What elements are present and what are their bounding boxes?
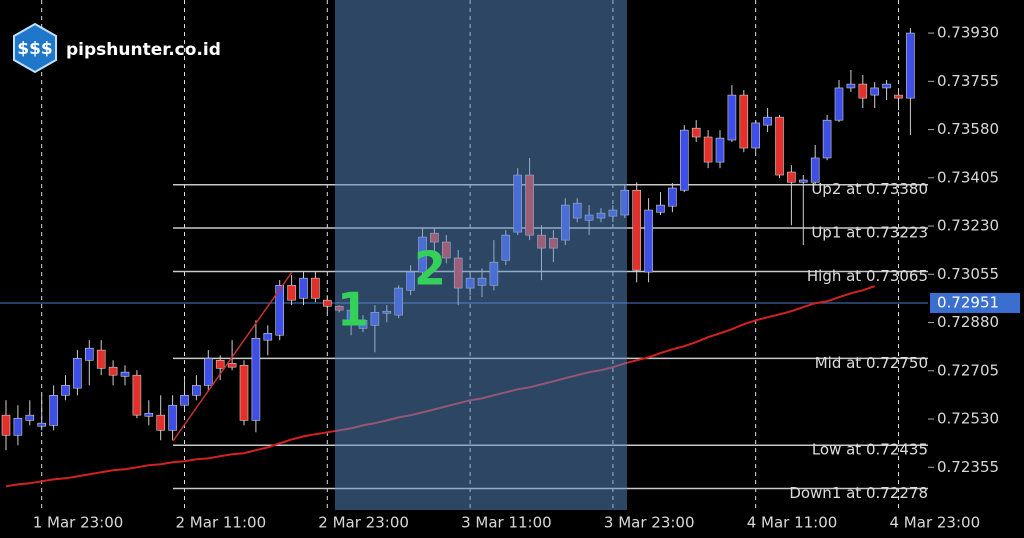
current-price-box xyxy=(930,292,1020,313)
candle-body xyxy=(644,209,653,273)
level-label: Up1 at 0.73223 xyxy=(811,223,928,241)
x-tick-label: 3 Mar 11:00 xyxy=(461,514,552,532)
y-tick-label: 0.73755 xyxy=(937,72,999,90)
level-label: Mid at 0.72750 xyxy=(815,354,928,372)
candle-body xyxy=(227,363,237,368)
x-tick-label: 2 Mar 23:00 xyxy=(318,514,409,532)
candle-body xyxy=(263,332,273,341)
candle-body xyxy=(703,136,713,163)
brand-name: pipshunter.co.id xyxy=(66,40,221,60)
y-tick-label: 0.72880 xyxy=(937,313,999,331)
candle-body xyxy=(239,364,249,421)
candle-body xyxy=(311,277,320,299)
y-tick-label: 0.73405 xyxy=(937,168,999,186)
x-tick-label: 4 Mar 11:00 xyxy=(747,514,838,532)
candle-body xyxy=(85,347,94,361)
level-label: Down1 at 0.72278 xyxy=(789,484,928,502)
candle-body xyxy=(882,83,891,89)
candle-body xyxy=(73,358,82,389)
candle-body xyxy=(108,366,118,376)
candle-body xyxy=(299,277,308,299)
y-tick-label: 0.73055 xyxy=(937,265,999,283)
y-tick-label: 0.73930 xyxy=(937,24,999,42)
candle-body xyxy=(846,83,856,89)
candle-body xyxy=(37,422,47,427)
current-price-label: 0.72951 xyxy=(937,293,999,311)
candle-body xyxy=(180,395,189,406)
candle-body xyxy=(25,414,35,421)
candle-body xyxy=(787,171,796,183)
candle-body xyxy=(1,414,11,436)
candle-body xyxy=(668,187,677,207)
candle-body xyxy=(192,385,201,396)
level-label: Up2 at 0.73380 xyxy=(811,180,928,198)
candle-body xyxy=(251,337,261,421)
candle-body xyxy=(632,189,642,271)
candle-body xyxy=(894,94,903,99)
logo-icon xyxy=(13,22,57,74)
candle-body xyxy=(739,94,749,149)
annotation: 2 xyxy=(414,242,446,296)
candle-body xyxy=(858,83,868,99)
plot-front: 0.73930 0.73755 0.73580 0.73405 0.73230 0.730… xyxy=(33,24,1020,532)
x-tick-label: 4 Mar 23:00 xyxy=(890,514,981,532)
candle-body xyxy=(798,179,808,183)
x-tick-label: 3 Mar 23:00 xyxy=(604,514,695,532)
x-tick-label: 2 Mar 11:00 xyxy=(176,514,267,532)
candle-body xyxy=(215,360,225,369)
trend-line xyxy=(172,271,293,442)
candle-body xyxy=(132,374,142,416)
x-tick-label: 1 Mar 23:00 xyxy=(33,514,124,532)
y-tick-label: 0.72530 xyxy=(937,410,999,428)
logo-glyph: $$$ xyxy=(17,39,53,59)
candle-body xyxy=(275,285,285,336)
y-tick-label: 0.73230 xyxy=(937,217,999,235)
y-tick-label: 0.73580 xyxy=(937,120,999,138)
level-label: High at 0.73065 xyxy=(807,267,928,285)
candle-body xyxy=(144,412,154,417)
y-tick-label: 0.72355 xyxy=(937,458,999,476)
candle-body xyxy=(691,127,701,138)
candle-body xyxy=(906,32,915,99)
candle-body xyxy=(834,87,844,121)
candle-body xyxy=(287,285,296,301)
candle-body xyxy=(656,204,665,213)
candle-body xyxy=(763,116,772,126)
candle-body xyxy=(775,116,784,176)
session-highlight xyxy=(335,0,627,510)
candle-body xyxy=(156,414,165,431)
candle-body xyxy=(61,385,70,396)
y-tick-label: 0.72705 xyxy=(937,361,999,379)
candle-body xyxy=(679,129,689,191)
candle-body xyxy=(810,157,820,183)
candle-body xyxy=(13,417,23,436)
candle-body xyxy=(715,137,725,163)
candle-body xyxy=(751,122,761,149)
candle-body xyxy=(168,404,177,431)
candle-body xyxy=(322,299,332,307)
brand-logo: $$$ pipshunter.co.id xyxy=(13,22,221,74)
level-label: Low at 0.72435 xyxy=(812,441,928,459)
candle-body xyxy=(96,349,106,369)
candle-body xyxy=(822,119,832,159)
candle-body xyxy=(204,358,213,386)
candle-body xyxy=(120,371,130,377)
candle-body xyxy=(49,395,58,426)
candle-body xyxy=(870,87,880,96)
annotation: 1 xyxy=(337,283,369,337)
candle-body xyxy=(727,94,737,141)
